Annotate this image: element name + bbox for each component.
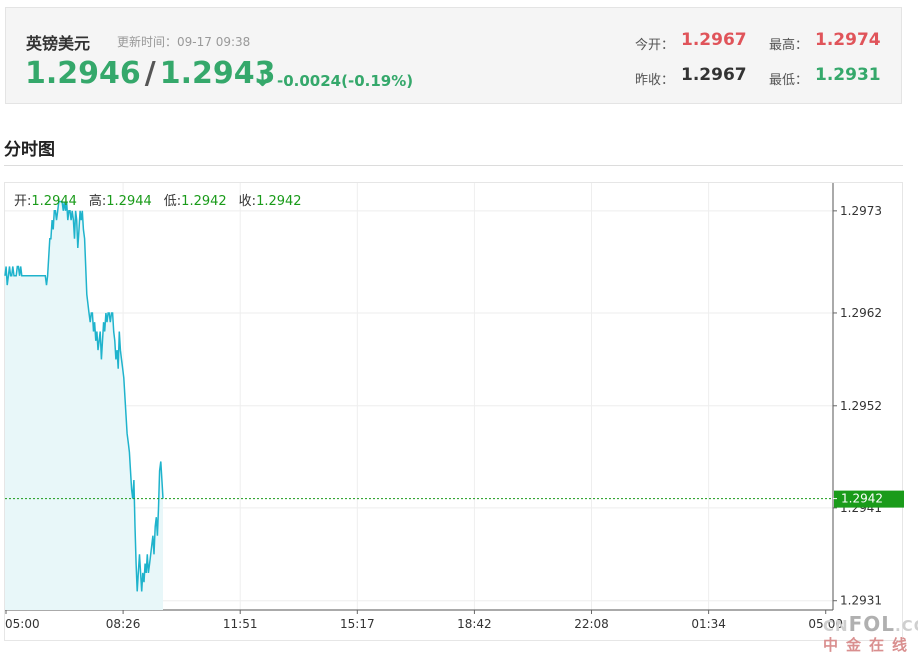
section-title: 分时图	[4, 140, 55, 160]
high-value: 1.2974	[815, 30, 881, 50]
update-value: 09-17 09:38	[177, 35, 251, 49]
price-separator: /	[144, 56, 156, 91]
info-close-label: 收:	[238, 194, 257, 209]
price-change: -0.0024(-0.19%)	[277, 72, 414, 90]
y-tick-label: 1.2952	[840, 399, 882, 413]
info-open-value: 1.2944	[31, 194, 77, 209]
x-tick-label: 01:34	[691, 617, 726, 631]
ask-price: 1.2943	[159, 56, 276, 91]
open-label: 今开：	[635, 38, 675, 53]
bid-ask-price: 1.2946/1.2943	[25, 56, 276, 91]
info-high-value: 1.2944	[106, 194, 152, 209]
candle-info: 开:1.2944 高:1.2944 低:1.2942 收:1.2942	[14, 190, 314, 209]
down-arrow-icon: ↓	[255, 70, 271, 91]
price-area-fill	[5, 201, 163, 610]
bid-price: 1.2946	[25, 56, 141, 91]
update-time: 更新时间：09-17 09:38	[117, 33, 250, 50]
x-tick-label: 18:42	[457, 617, 492, 631]
y-tick-label: 1.2973	[840, 204, 882, 218]
current-price-tag-bg	[834, 490, 904, 508]
x-tick-label: 22:08	[574, 617, 609, 631]
x-tick-label: 08:26	[106, 617, 141, 631]
x-tick-label: 11:51	[223, 617, 258, 631]
current-price-tag-text: 1.2942	[841, 492, 883, 506]
price-line	[4, 200, 164, 592]
open-value: 1.2967	[681, 30, 747, 50]
section-divider	[4, 165, 903, 166]
chart-frame	[4, 182, 903, 641]
info-low-label: 低:	[163, 194, 182, 209]
info-close-value: 1.2942	[256, 194, 302, 209]
y-tick-label: 1.2931	[840, 594, 882, 608]
y-tick-label: 1.2962	[840, 306, 882, 320]
current-price-tag: 1.2942	[833, 490, 904, 508]
high-label: 最高：	[769, 38, 809, 53]
info-open-label: 开:	[14, 194, 32, 209]
low-label: 最低：	[769, 73, 809, 88]
update-label: 更新时间：	[117, 35, 178, 49]
cnfol-logo: CNFOL.COM 中金在线	[821, 612, 918, 654]
info-high-label: 高:	[88, 194, 107, 209]
x-axis-labels: 05:00 08:26 11:51 15:17 18:42 22:08 01:34 05:00	[5, 610, 843, 631]
quote-header: 英镑美元 更新时间：09-17 09:38 1.2946/1.2943 ↓ -0…	[5, 7, 902, 104]
symbol-title: 英镑美元	[26, 34, 91, 53]
x-tick-label: 15:17	[340, 617, 375, 631]
logo-latin: CNFOL.COM	[823, 612, 918, 636]
x-tick-label: 05:00	[5, 617, 40, 631]
logo-chinese: 中金在线	[823, 636, 916, 654]
low-value: 1.2931	[815, 65, 881, 85]
prev-close-label: 昨收：	[635, 73, 675, 88]
info-low-value: 1.2942	[181, 194, 227, 209]
x-tick-label: 05:00	[808, 617, 843, 631]
prev-close-value: 1.2967	[681, 65, 747, 85]
